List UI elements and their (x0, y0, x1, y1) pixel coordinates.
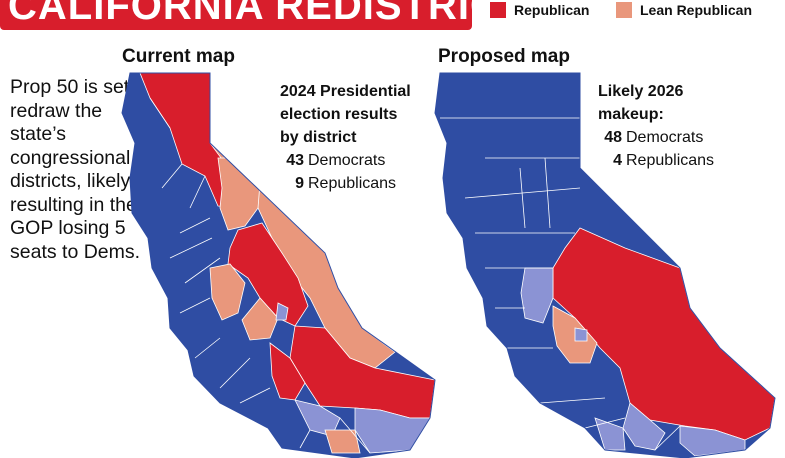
proposed-map-title: Proposed map (438, 46, 570, 67)
current-map-title: Current map (122, 46, 235, 67)
current-map (121, 72, 436, 458)
current-republicans-label: Republicans (308, 175, 397, 192)
legend-label-republican: Republican (514, 2, 590, 18)
proposed-republicans-count: 4 (613, 152, 622, 169)
legend-item-republican: Republican (490, 0, 589, 20)
legend-item-lean-republican: Lean Republican (616, 0, 752, 20)
current-republicans: 9 Republicans (280, 172, 420, 195)
legend-label-lean-republican: Lean Republican (640, 2, 753, 18)
current-republicans-count: 9 (295, 175, 304, 192)
legend-swatch-lean-republican (616, 2, 632, 18)
current-map-stats: 2024 Presidential election results by di… (280, 80, 420, 195)
proposed-democrats-count: 48 (604, 129, 622, 146)
proposed-republicans: 4 Republicans (598, 149, 714, 172)
title-banner: CALIFORNIA REDISTRICTING (0, 0, 472, 30)
proposed-map-subtitle: Likely 2026 makeup: (598, 83, 684, 123)
proposed-republicans-label: Republicans (626, 152, 715, 169)
current-democrats-count: 43 (286, 152, 304, 169)
prop50-blurb: Prop 50 is set to redraw the state’s con… (10, 76, 151, 263)
proposed-democrats: 48 Democrats (598, 126, 714, 149)
legend-swatch-republican (490, 2, 506, 18)
current-democrats-label: Democrats (308, 152, 386, 169)
current-democrats: 43 Democrats (280, 149, 420, 172)
proposed-map (434, 72, 776, 458)
proposed-map-stats: Likely 2026 makeup: 48 Democrats 4 Republi… (598, 80, 714, 172)
proposed-democrats-label: Democrats (626, 129, 704, 146)
page-title: CALIFORNIA REDISTRICTING (8, 0, 472, 28)
current-map-subtitle: 2024 Presidential election results by di… (280, 83, 411, 146)
